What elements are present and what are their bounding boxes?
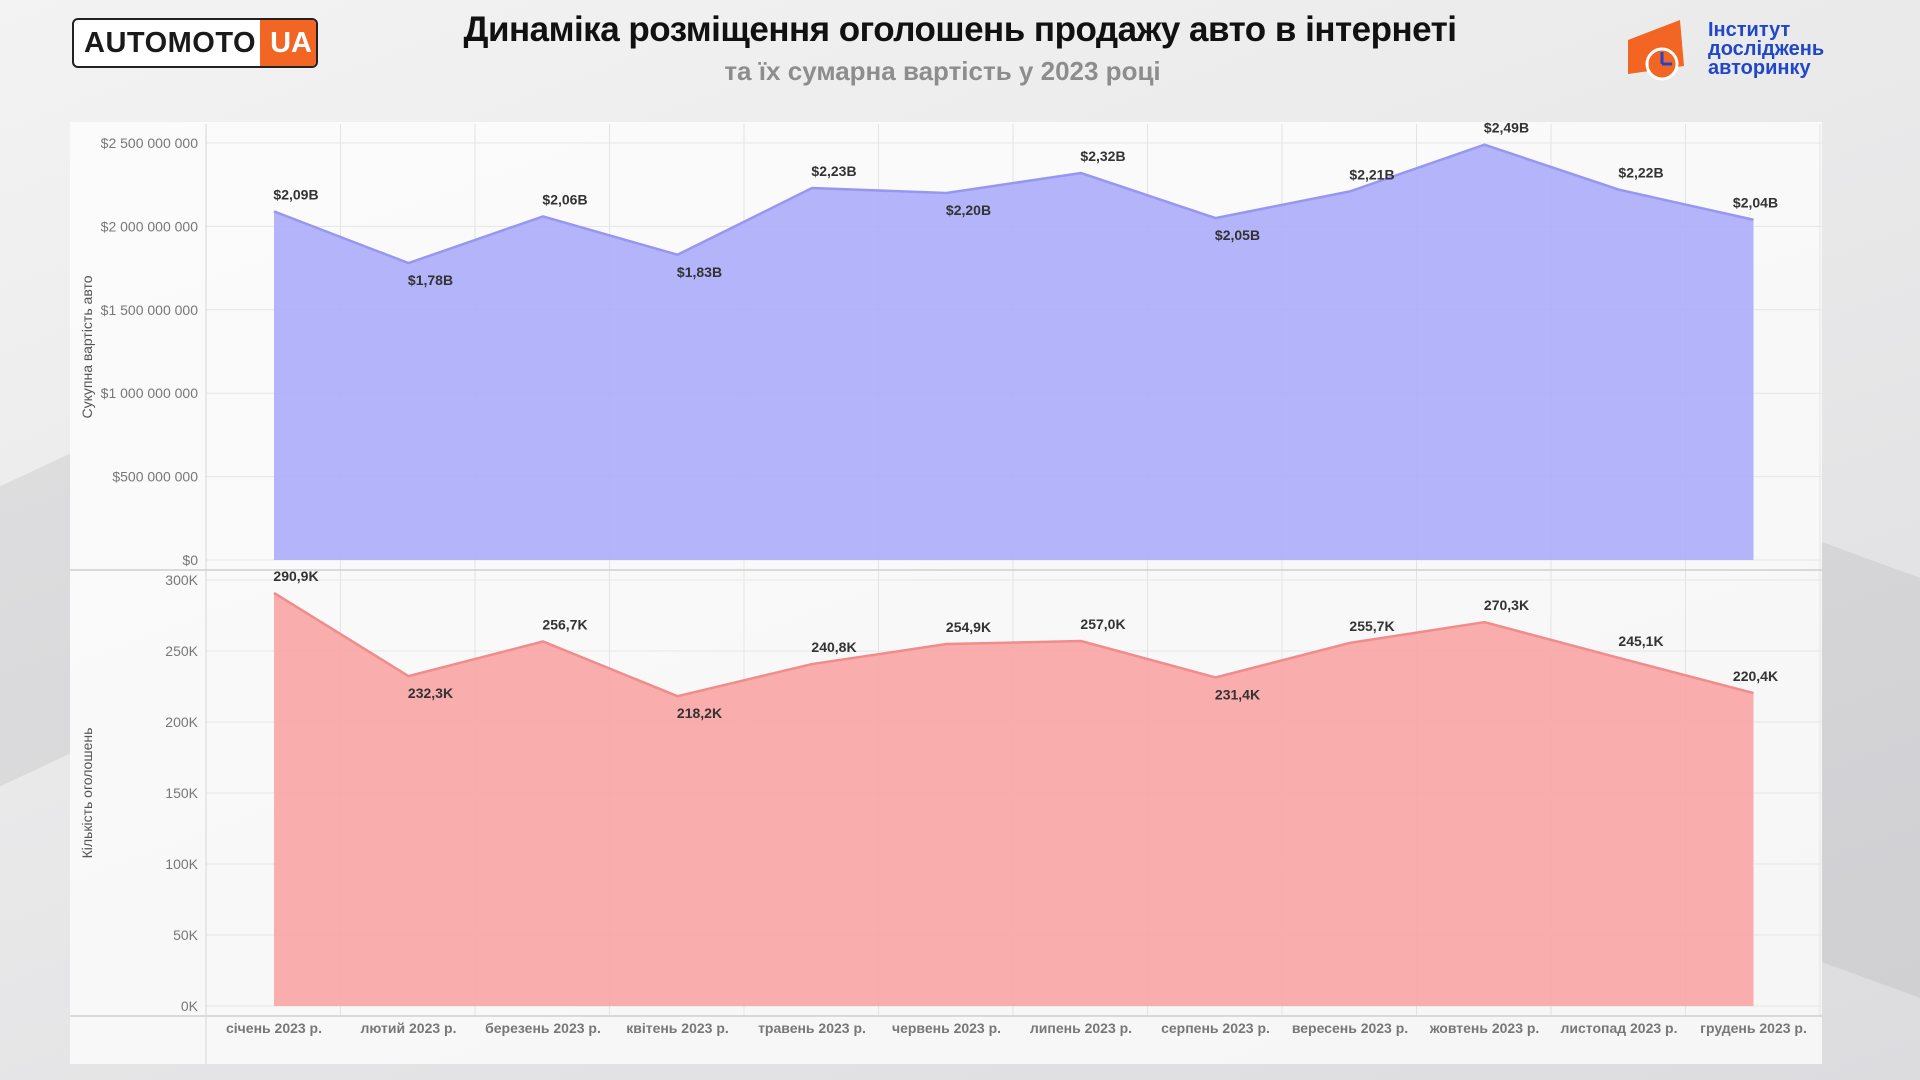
count-ytick-label: 100K (165, 856, 198, 872)
value-data-label: $2,22B (1618, 165, 1663, 181)
count-ytick-label: 50K (173, 927, 199, 943)
value-ytick-label: $0 (182, 552, 198, 568)
xtick-label: березень 2023 р. (485, 1020, 601, 1036)
logo-suffix: UA (260, 20, 316, 66)
value-data-label: $2,49B (1484, 120, 1529, 136)
page-subtitle: та їх сумарна вартість у 2023 році (724, 56, 1161, 86)
xtick-label: лютий 2023 р. (361, 1020, 457, 1036)
value-data-label: $1,78B (408, 272, 453, 288)
count-data-label: 220,4K (1733, 668, 1778, 684)
value-data-label: $2,09B (273, 186, 318, 202)
value-ytick-label: $1 000 000 000 (101, 385, 199, 401)
institute-line-1: Інститут (1708, 18, 1791, 41)
xtick-label: квітень 2023 р. (626, 1020, 729, 1036)
count-data-label: 240,8K (811, 639, 856, 655)
value-data-label: $2,32B (1080, 148, 1125, 164)
value-axis-title: Сукупна вартість авто (79, 275, 95, 418)
value-data-label: $2,04B (1733, 195, 1778, 211)
count-ytick-label: 150K (165, 785, 198, 801)
xtick-label: серпень 2023 р. (1161, 1020, 1270, 1036)
institute-logo-icon (1628, 20, 1684, 81)
xtick-label: вересень 2023 р. (1292, 1020, 1408, 1036)
xtick-label: травень 2023 р. (758, 1020, 866, 1036)
automoto-logo: AUTOMOTO UA (72, 18, 318, 68)
count-data-label: 270,3K (1484, 597, 1529, 613)
xtick-label: листопад 2023 р. (1560, 1020, 1677, 1036)
value-series-line (273, 143, 1754, 265)
value-area (274, 144, 1754, 560)
value-ytick-label: $2 000 000 000 (101, 218, 199, 234)
xtick-label: жовтень 2023 р. (1429, 1020, 1540, 1036)
value-ytick-label: $1 500 000 000 (101, 302, 199, 318)
count-data-label: 232,3K (408, 685, 453, 701)
logo-wordmark: AUTOMOTO (84, 26, 257, 59)
value-ytick-label: $500 000 000 (112, 469, 198, 485)
xtick-label: січень 2023 р. (226, 1020, 322, 1036)
value-data-label: $2,21B (1349, 166, 1394, 182)
count-ytick-label: 200K (165, 714, 198, 730)
count-data-label: 255,7K (1349, 618, 1394, 634)
count-series-line (273, 591, 1754, 698)
count-data-label: 231,4K (1215, 686, 1260, 702)
value-data-label: $2,06B (542, 191, 587, 207)
value-data-label: $1,83B (677, 264, 722, 280)
institute-line-3: авторинку (1708, 56, 1811, 79)
count-data-label: 218,2K (677, 705, 722, 721)
count-area (274, 592, 1754, 1006)
count-ytick-label: 300K (165, 572, 198, 588)
value-data-label: $2,20B (946, 202, 991, 218)
count-data-label: 245,1K (1618, 633, 1663, 649)
count-axis-title: Кількість оголошень (79, 728, 95, 859)
value-ytick-label: $2 500 000 000 (101, 135, 199, 151)
institute-line-2: досліджень (1708, 37, 1825, 60)
count-data-label: 257,0K (1080, 616, 1125, 632)
institute-logo: Інститут досліджень авторинку (1624, 14, 1864, 84)
xtick-label: грудень 2023 р. (1700, 1020, 1807, 1036)
count-data-label: 290,9K (273, 568, 318, 584)
xtick-label: липень 2023 р. (1030, 1020, 1132, 1036)
xtick-label: червень 2023 р. (892, 1020, 1001, 1036)
count-ytick-label: 250K (165, 643, 198, 659)
page-title: Динаміка розміщення оголошень продажу ав… (463, 10, 1457, 49)
value-data-label: $2,23B (811, 163, 856, 179)
count-ytick-label: 0K (181, 998, 199, 1014)
value-data-label: $2,05B (1215, 227, 1260, 243)
count-data-label: 256,7K (542, 616, 587, 632)
count-data-label: 254,9K (946, 619, 991, 635)
